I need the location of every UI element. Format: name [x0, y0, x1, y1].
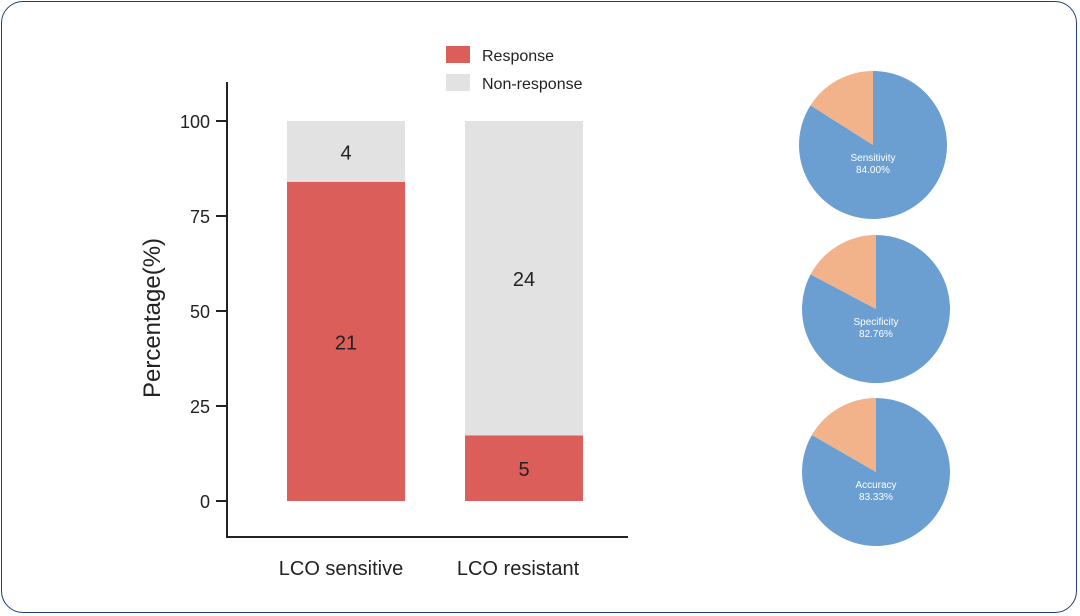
bar-value-label: 21: [335, 332, 357, 354]
axes: [226, 82, 628, 538]
legend-swatch-response: [446, 46, 470, 63]
bar-value-label: 4: [340, 142, 351, 164]
y-tick-label: 25: [190, 397, 210, 417]
y-ticks: 0 25 50 75 100: [180, 112, 227, 512]
pie-value: 84.00%: [856, 165, 890, 176]
pie-label: Accuracy: [855, 480, 896, 491]
pie-slice-main: [802, 235, 951, 383]
y-tick-label: 0: [200, 492, 210, 512]
bar-non-response-sensitive: [287, 121, 405, 182]
bar-response-resistant: [465, 435, 583, 501]
x-tick-labels: LCO sensitive LCO resistant: [279, 558, 580, 580]
bar-value-label: 5: [518, 459, 529, 481]
bar-non-response-resistant: [465, 121, 583, 436]
pie-label: Specificity: [853, 317, 898, 328]
pie-value: 82.76%: [859, 329, 893, 340]
pie-slice-main: [802, 398, 951, 547]
legend-label-non-response: Non-response: [482, 76, 583, 93]
pie-value: 83.33%: [859, 492, 893, 503]
y-axis-title: Percentage(%): [139, 238, 166, 398]
pie-slice-minor: [810, 71, 873, 145]
bar-response-sensitive: [287, 181, 405, 502]
legend-label-response: Response: [482, 48, 554, 65]
bar-value-label: 24: [513, 269, 535, 291]
pie-slice-minor: [811, 398, 876, 472]
pie-label: Sensitivity: [850, 153, 895, 164]
legend-swatch-non-response: [446, 74, 470, 91]
x-tick-label: LCO resistant: [457, 558, 580, 580]
y-tick-label: 75: [190, 207, 210, 227]
x-tick-label: LCO sensitive: [279, 558, 404, 580]
bars: 21 4 5 24: [287, 121, 583, 502]
y-tick-label: 50: [190, 302, 210, 322]
pie-slice-minor: [810, 235, 876, 309]
legend: Response Non-response: [446, 46, 583, 93]
y-tick-label: 100: [180, 112, 210, 132]
